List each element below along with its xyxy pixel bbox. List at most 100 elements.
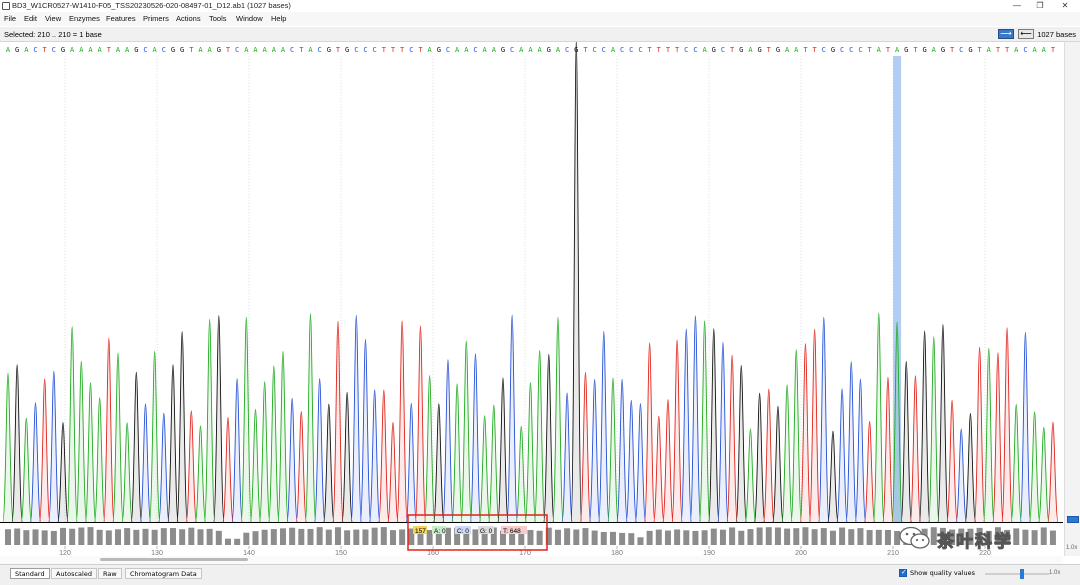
base-call: A: [253, 46, 258, 54]
tab-autoscaled[interactable]: Autoscaled: [51, 568, 97, 579]
menu-actions[interactable]: Actions: [176, 14, 201, 23]
peak-fill: [195, 425, 206, 522]
base-call: A: [6, 46, 11, 54]
tab-chromatogram-data[interactable]: Chromatogram Data: [125, 568, 202, 579]
forward-strand-button[interactable]: ⟶: [998, 29, 1014, 39]
peak-A: [121, 422, 133, 523]
vertical-zoom-label: 1.0x: [1066, 545, 1078, 551]
reverse-strand-button[interactable]: ⟵: [1018, 29, 1034, 39]
quality-bar: [994, 527, 1001, 545]
peak-A: [204, 318, 216, 523]
peak-C: [616, 378, 628, 523]
peak-C: [314, 378, 326, 523]
base-call: C: [822, 46, 826, 54]
window-title: BD3_W1CR0527-W1410-F05_TSS20230526-020-0…: [12, 1, 291, 10]
peak-fill: [827, 431, 839, 522]
peak-fill: [708, 328, 719, 522]
show-quality-checkbox[interactable]: ✓: [899, 569, 907, 577]
base-call: T: [803, 46, 808, 54]
axis-tick-label: 140: [243, 550, 255, 556]
peak-fill: [1011, 404, 1022, 522]
peak-A: [1038, 427, 1050, 523]
peak-C: [634, 403, 647, 523]
peak-C: [561, 392, 573, 523]
maximize-button[interactable]: ❐: [1036, 1, 1044, 10]
base-call: T: [382, 46, 387, 54]
peak-C: [405, 402, 417, 523]
app-icon: [2, 2, 10, 10]
peak-A: [423, 375, 436, 523]
peak-G: [543, 353, 555, 523]
quality-bar: [536, 530, 543, 545]
peak-G: [570, 42, 582, 523]
quality-bar: [481, 528, 488, 545]
close-button[interactable]: ✕: [1061, 1, 1069, 10]
base-call: A: [198, 46, 203, 54]
vertical-zoom-scrollbar[interactable]: 1.0x: [1064, 42, 1080, 556]
peak-fill: [222, 417, 234, 522]
quality-bar: [811, 529, 818, 545]
peak-C: [139, 403, 152, 523]
tab-standard[interactable]: Standard: [10, 568, 50, 579]
tooltip-position: 157: [415, 528, 426, 535]
quality-bar: [23, 530, 30, 545]
tooltip-g: G: 0: [480, 528, 493, 535]
menu-tools[interactable]: Tools: [209, 14, 227, 23]
horizontal-scrollbar[interactable]: [0, 556, 1063, 564]
quality-bar: [307, 528, 314, 545]
horizontal-scroll-thumb[interactable]: [100, 558, 248, 561]
base-call: A: [611, 46, 616, 54]
quality-bar: [261, 529, 268, 545]
peak-fill: [516, 426, 527, 522]
quality-bar: [582, 528, 589, 545]
quality-bar: [298, 528, 305, 545]
peak-fill: [699, 320, 710, 522]
vertical-zoom-thumb[interactable]: [1067, 516, 1079, 523]
menu-enzymes[interactable]: Enzymes: [69, 14, 100, 23]
quality-bar: [316, 527, 323, 545]
zoom-slider-knob[interactable]: [1020, 569, 1024, 579]
base-call: A: [1032, 46, 1037, 54]
menu-primers[interactable]: Primers: [143, 14, 169, 23]
quality-bar: [857, 528, 864, 545]
wechat-logo-icon: [899, 526, 930, 549]
peak-A: [268, 365, 280, 523]
selection-info: Selected: 210 .. 210 = 1 base: [4, 30, 102, 39]
peak-fill: [626, 400, 637, 522]
quality-bar: [1013, 528, 1020, 545]
base-call: C: [354, 46, 358, 54]
menu-file[interactable]: File: [4, 14, 17, 23]
peak-fill: [772, 406, 784, 522]
quality-bar: [50, 530, 57, 545]
tab-raw[interactable]: Raw: [98, 568, 122, 579]
zoom-slider[interactable]: [985, 569, 1049, 579]
peak-fill: [167, 364, 179, 522]
bottom-toolbar: Standard Autoscaled Raw Chromatogram Dat…: [0, 564, 1080, 585]
base-call: C: [446, 46, 450, 54]
menu-features[interactable]: Features: [106, 14, 136, 23]
base-call: A: [79, 46, 84, 54]
peak-fill: [681, 328, 692, 522]
peak-fill: [140, 403, 151, 522]
minimize-button[interactable]: —: [1013, 1, 1021, 10]
peak-T: [396, 320, 408, 523]
base-call: T: [299, 46, 304, 54]
menu-help[interactable]: Help: [271, 14, 287, 23]
quality-bar: [1040, 527, 1047, 545]
base-call: A: [492, 46, 497, 54]
base-call: G: [15, 46, 19, 54]
peak-fill: [589, 379, 600, 522]
peak-C: [625, 399, 637, 523]
watermark: 茶叶科学: [895, 524, 1063, 552]
menu-view[interactable]: View: [45, 14, 62, 23]
quality-bar: [96, 529, 103, 545]
watermark-text: 茶叶科学: [937, 532, 1013, 552]
menu-window[interactable]: Window: [236, 14, 263, 23]
base-call: A: [281, 46, 286, 54]
menu-edit[interactable]: Edit: [24, 14, 37, 23]
quality-bar: [499, 530, 506, 545]
quality-svg: [5, 527, 1056, 545]
peak-fill: [653, 416, 664, 522]
selected-base-highlight: [893, 56, 902, 522]
